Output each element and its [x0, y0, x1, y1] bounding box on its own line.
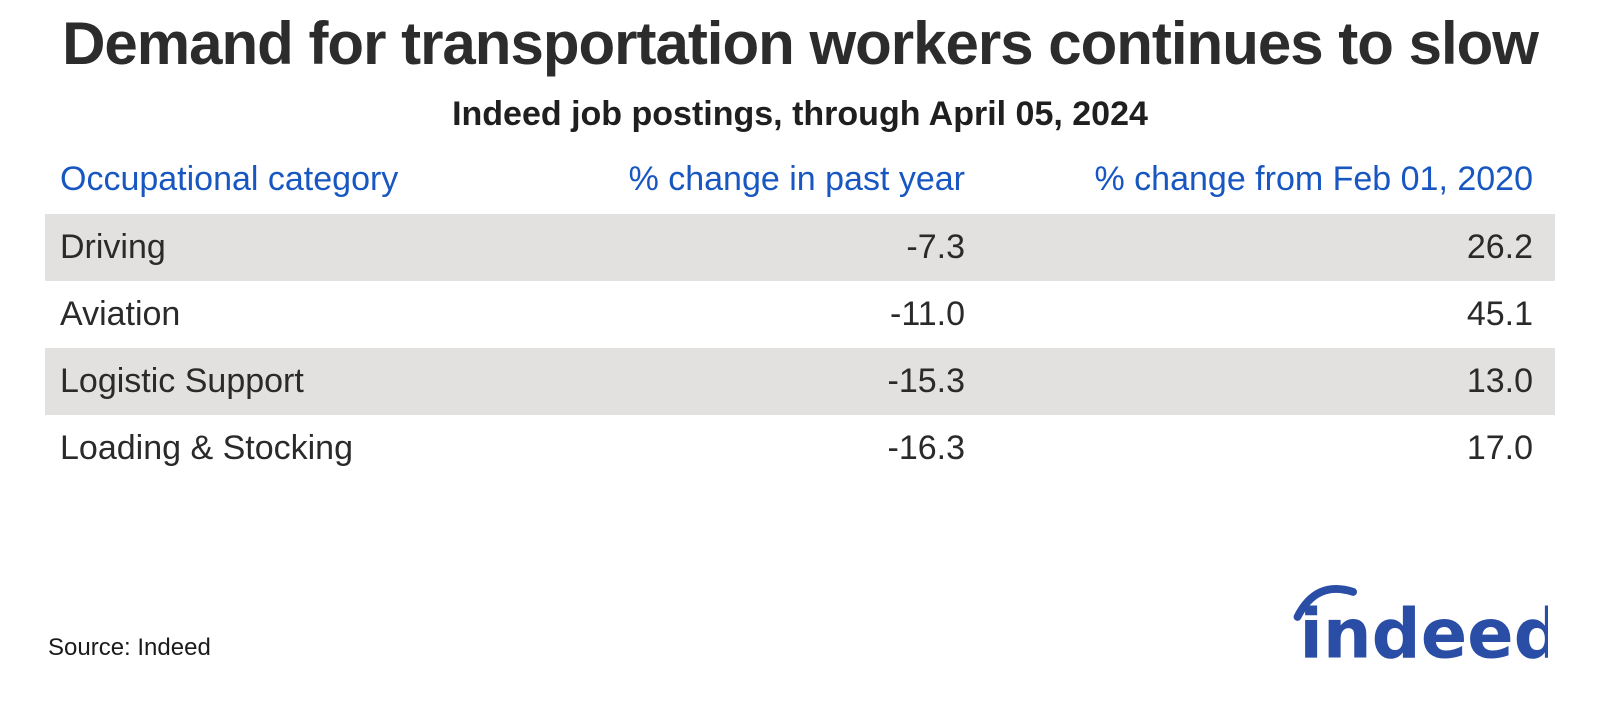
table-row: Driving -7.3 26.2 — [45, 213, 1555, 281]
row-category: Driving — [60, 227, 166, 266]
row-from-feb-2020-value: 45.1 — [1466, 294, 1533, 333]
table-row: Aviation -11.0 45.1 — [45, 281, 1555, 348]
column-header-occupational-category: Occupational category — [60, 160, 399, 199]
row-category: Logistic Support — [60, 361, 304, 400]
row-from-feb-2020-value: 26.2 — [1466, 227, 1533, 266]
row-past-year-value: -7.3 — [906, 227, 965, 266]
source-attribution: Source: Indeed — [48, 634, 211, 661]
table-row: Loading & Stocking -16.3 17.0 — [45, 415, 1555, 482]
chart-title: Demand for transportation workers contin… — [62, 10, 1539, 77]
indeed-logo-wordmark: indeed — [1299, 595, 1548, 666]
row-from-feb-2020-value: 17.0 — [1466, 428, 1533, 467]
chart-subtitle: Indeed job postings, through April 05, 2… — [452, 94, 1148, 133]
indeed-logo-arc — [1293, 585, 1358, 621]
row-from-feb-2020-value: 13.0 — [1466, 361, 1533, 400]
indeed-logo: indeed — [1286, 578, 1548, 666]
table-row: Logistic Support -15.3 13.0 — [45, 347, 1555, 415]
row-category: Aviation — [60, 294, 181, 333]
table-header-row: Occupational category % change in past y… — [45, 146, 1555, 214]
data-table: Occupational category % change in past y… — [45, 146, 1555, 482]
indeed-logo-icon: indeed — [1293, 585, 1548, 666]
row-past-year-value: -16.3 — [887, 428, 966, 467]
row-past-year-value: -11.0 — [890, 294, 965, 333]
column-header-change-past-year: % change in past year — [628, 160, 965, 199]
column-header-change-from-feb-2020: % change from Feb 01, 2020 — [1094, 160, 1534, 199]
row-past-year-value: -15.3 — [887, 361, 966, 400]
row-category: Loading & Stocking — [60, 428, 353, 467]
